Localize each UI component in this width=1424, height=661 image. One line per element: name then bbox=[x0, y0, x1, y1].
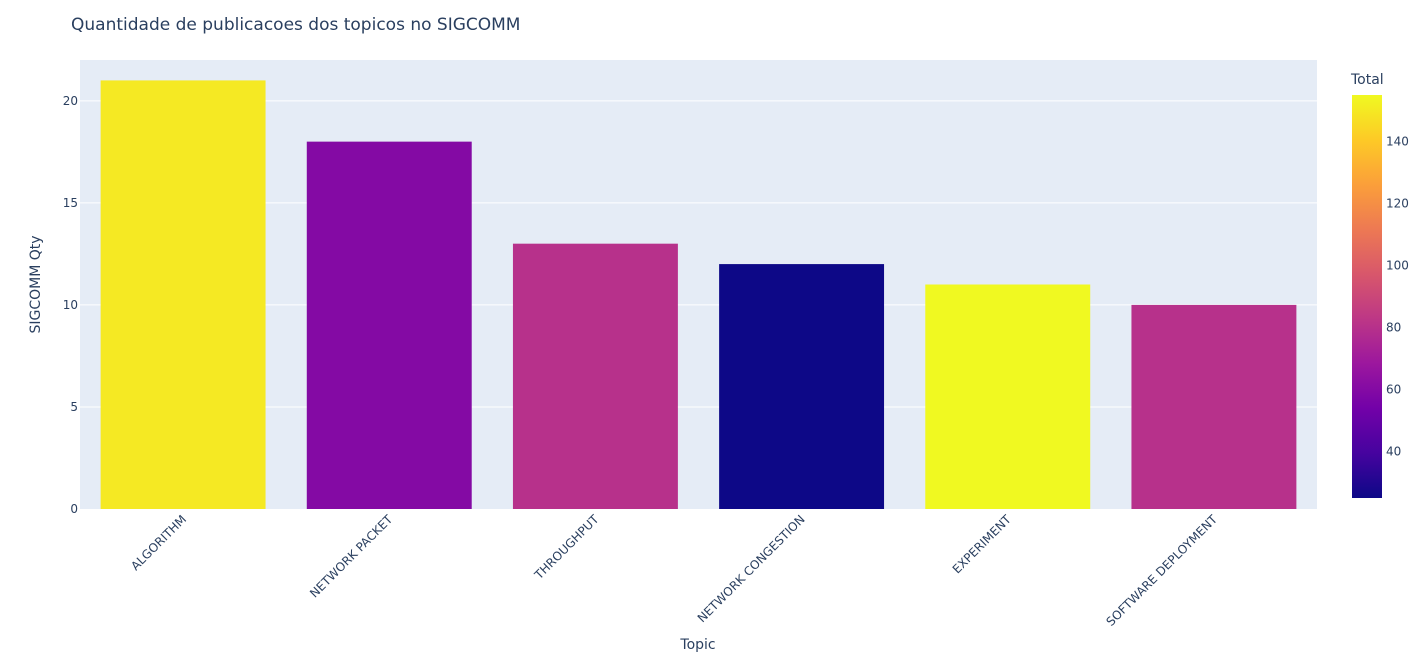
x-axis-title: Topic bbox=[679, 637, 715, 653]
bar-experiment[interactable] bbox=[925, 284, 1091, 510]
y-tick-label: 15 bbox=[63, 196, 78, 210]
colorbar-tick-label: 100 bbox=[1386, 259, 1409, 273]
y-tick-label: 0 bbox=[70, 502, 78, 516]
bar-network-packet[interactable] bbox=[306, 141, 472, 510]
gridlines bbox=[80, 100, 1317, 408]
x-axis-ticks: ALGORITHM NETWORK PACKET THROUGHPUT NETWORK… bbox=[128, 512, 1220, 629]
y-tick-label: 5 bbox=[70, 400, 78, 414]
colorbar-tick-label: 140 bbox=[1386, 135, 1409, 149]
x-tick-label: SOFTWARE DEPLOYMENT bbox=[1103, 512, 1220, 629]
colorbar-tick-label: 120 bbox=[1386, 197, 1409, 211]
chart-title: Quantidade de publicacoes dos topicos no… bbox=[71, 15, 520, 35]
bar-throughput[interactable] bbox=[512, 243, 678, 509]
x-tick-label: EXPERIMENT bbox=[950, 512, 1015, 577]
bar-algorithm[interactable] bbox=[100, 80, 266, 509]
colorbar-title: Total bbox=[1350, 72, 1384, 88]
bars bbox=[100, 80, 1297, 510]
x-tick-label: NETWORK CONGESTION bbox=[695, 512, 808, 625]
colorbar-gradient bbox=[1352, 95, 1382, 498]
colorbar-tick-label: 80 bbox=[1386, 321, 1401, 335]
plot-area bbox=[80, 60, 1317, 509]
x-tick-label: NETWORK PACKET bbox=[307, 512, 396, 601]
y-axis-ticks: 0 5 10 15 20 bbox=[63, 94, 78, 516]
y-tick-label: 20 bbox=[63, 94, 78, 108]
colorbar-tick-label: 40 bbox=[1386, 445, 1401, 459]
x-tick-label: THROUGHPUT bbox=[531, 512, 602, 583]
colorbar-tick-label: 60 bbox=[1386, 383, 1401, 397]
colorbar: Total 40 60 80 100 120 140 bbox=[1350, 72, 1409, 498]
bar-network-congestion[interactable] bbox=[719, 264, 885, 509]
colorbar-ticks: 40 60 80 100 120 140 bbox=[1386, 135, 1409, 459]
bar-software-deployment[interactable] bbox=[1131, 304, 1297, 509]
y-axis-title: SIGCOMM Qty bbox=[28, 235, 44, 333]
y-tick-label: 10 bbox=[63, 298, 78, 312]
x-tick-label: ALGORITHM bbox=[128, 512, 189, 573]
